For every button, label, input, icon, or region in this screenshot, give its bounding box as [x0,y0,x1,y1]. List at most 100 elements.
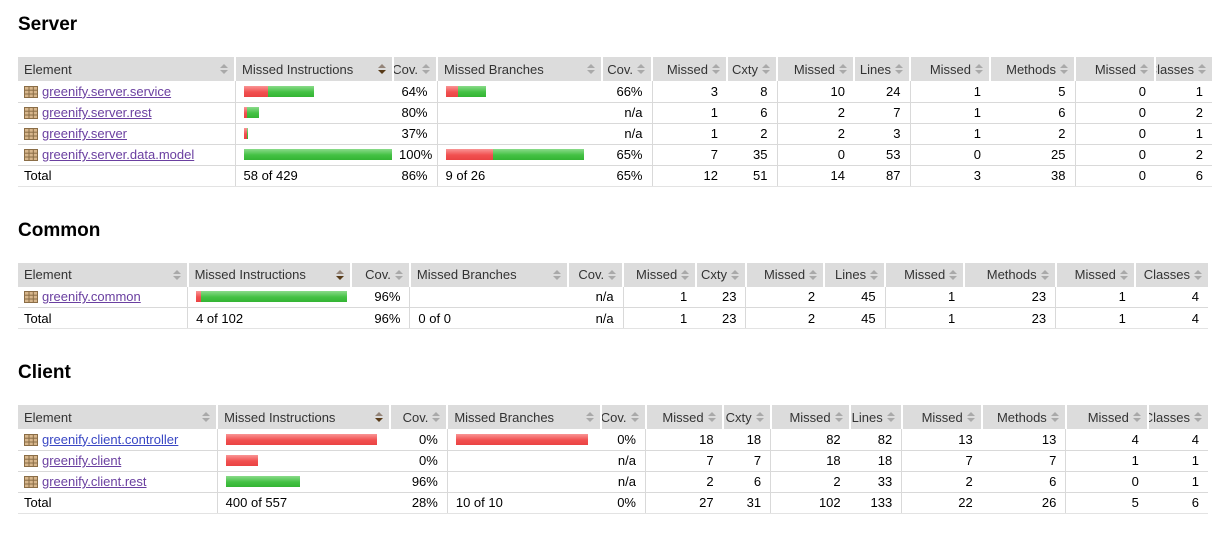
column-header-cov-instructions[interactable]: Cov. [392,57,437,81]
column-header-label: Missed Instructions [224,409,336,425]
column-header-element[interactable]: Element [18,57,235,81]
sort-icon [949,269,958,280]
total-metric-lines: 87 [854,165,911,187]
missed-instructions-cell [187,286,352,308]
metric-cell-classes: 4 [1134,286,1208,308]
sort-icon [1060,64,1068,74]
coverage-bar [445,149,584,160]
column-header-missed-branches[interactable]: Missed Branches [446,405,602,429]
column-header-lines[interactable]: Lines [853,57,910,81]
metric-cell-methods: 2 [990,123,1076,145]
branch-coverage-cell: n/a [602,123,653,145]
column-header-cov-instructions[interactable]: Cov. [350,262,410,287]
total-metric-classes: 4 [1134,307,1208,329]
sort-icon [834,412,843,422]
package-link[interactable]: greenify.client.controller [42,431,179,447]
column-header-methods[interactable]: Methods [963,262,1056,287]
package-link[interactable]: greenify.server [42,126,128,141]
column-header-label: Lines [851,409,883,425]
column-header-missed-classes[interactable]: Missed [1074,57,1155,81]
header-row: Element Missed Instructions Cov. Missed Bra… [18,405,1208,429]
column-header-lines[interactable]: Lines [823,262,886,287]
metric-cell-missed-methods: 7 [901,450,982,472]
column-header-missed-methods[interactable]: Missed [884,262,965,287]
column-header-cov-branches[interactable]: Cov. [567,262,624,287]
missed-branches-cell [437,123,602,145]
metric-cell-missed-cxty: 7 [652,144,727,166]
metric-cell-lines: 18 [849,450,903,472]
column-header-missed-instructions[interactable]: Missed Instructions [216,405,391,429]
header-row: Element Missed Instructions Cov. Missed Bra… [18,57,1212,81]
column-header-label: Missed [793,61,835,77]
package-row: greenify.server 37% n/a 1 2 2 3 1 2 0 1 [18,123,1212,145]
metric-cell-missed-classes: 1 [1055,286,1135,308]
column-header-missed-classes[interactable]: Missed [1064,405,1148,429]
column-header-missed-cxty[interactable]: Missed [651,57,727,81]
column-header-cov-instructions[interactable]: Cov. [389,405,448,429]
missed-branches-cell [447,450,602,472]
missed-branches-cell [447,471,602,493]
package-link[interactable]: greenify.common [42,289,141,305]
coverage-bar [243,128,248,139]
metric-cell-lines: 82 [849,429,903,451]
coverage-table: Element Missed Instructions Cov. Missed Bra… [18,57,1212,187]
column-header-missed-instructions[interactable]: Missed Instructions [186,262,352,287]
column-header-element[interactable]: Element [18,405,218,429]
column-header-element[interactable]: Element [18,262,188,287]
total-metric-missed-lines: 102 [770,492,850,514]
element-cell: greenify.server.rest [18,102,236,124]
column-header-methods[interactable]: Methods [989,57,1075,81]
covered-bar-segment [201,291,348,303]
column-header-missed-instructions[interactable]: Missed Instructions [234,57,393,81]
column-header-cov-branches[interactable]: Cov. [600,405,646,429]
sort-icon [394,269,403,280]
metric-cell-methods: 23 [964,286,1057,308]
missed-branches-cell [447,429,602,451]
column-header-missed-lines[interactable]: Missed [776,57,854,81]
column-header-methods[interactable]: Methods [980,405,1066,429]
element-cell: greenify.common [18,286,189,308]
column-header-missed-cxty[interactable]: Missed [622,262,697,287]
metric-cell-classes: 1 [1155,81,1212,103]
sort-icon [586,412,595,422]
column-header-label: Element [24,267,72,282]
total-instruction-coverage: 28% [390,492,448,514]
metric-cell-methods: 7 [981,450,1067,472]
package-link[interactable]: greenify.client [42,453,122,468]
column-header-lines[interactable]: Lines [848,405,902,429]
package-link[interactable]: greenify.client.rest [42,474,147,489]
column-header-cxty[interactable]: Cxty [721,405,771,429]
column-header-missed-methods[interactable]: Missed [909,57,990,81]
column-header-label: Lines [834,267,867,282]
column-header-cov-branches[interactable]: Cov. [601,57,652,81]
covered-bar-segment [267,85,314,97]
total-label: Total [18,492,218,514]
column-header-missed-classes[interactable]: Missed [1054,262,1135,287]
column-header-cxty[interactable]: Cxty [726,57,777,81]
metric-cell-classes: 1 [1147,471,1208,493]
package-link[interactable]: greenify.server.rest [42,105,152,120]
sort-icon [202,412,211,422]
sort-icon [870,269,879,280]
metric-cell-cxty: 23 [696,286,747,308]
column-header-missed-methods[interactable]: Missed [900,405,982,429]
column-header-classes[interactable]: Classes [1146,405,1208,429]
package-link[interactable]: greenify.server.data.model [42,147,195,162]
column-header-missed-lines[interactable]: Missed [744,262,825,287]
package-link[interactable]: greenify.server.service [42,83,172,99]
column-header-label: Missed Instructions [194,267,306,282]
column-header-missed-cxty[interactable]: Missed [644,405,723,429]
missed-instructions-cell [217,471,391,493]
column-header-label: Cov. [402,409,429,425]
metric-cell-missed-classes: 1 [1065,450,1148,472]
column-header-missed-branches[interactable]: Missed Branches [408,262,569,287]
instruction-coverage-cell: 37% [393,123,438,145]
metric-cell-classes: 1 [1147,450,1208,472]
column-header-classes[interactable]: Classes [1154,57,1212,81]
column-header-missed-branches[interactable]: Missed Branches [436,57,602,81]
column-header-missed-lines[interactable]: Missed [769,405,850,429]
covered-bar-segment [457,85,486,97]
column-header-cxty[interactable]: Cxty [695,262,746,287]
column-header-classes[interactable]: Classes [1133,262,1208,287]
metric-cell-missed-methods: 1 [910,102,990,124]
